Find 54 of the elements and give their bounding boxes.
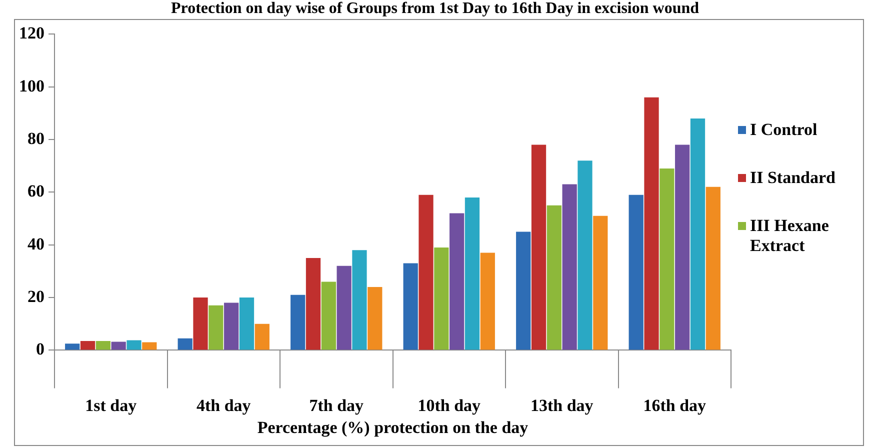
x-tick-label: 1st day	[85, 396, 138, 415]
bar	[290, 294, 306, 350]
bar	[178, 338, 192, 350]
y-tick-label: 20	[28, 286, 44, 306]
bar	[403, 263, 418, 350]
y-tick-label: 120	[19, 24, 44, 43]
bar	[368, 287, 382, 350]
x-tick-label: 10th day	[418, 396, 482, 415]
bar	[306, 258, 321, 350]
bar	[224, 302, 239, 350]
bar	[675, 144, 690, 350]
bar	[562, 184, 577, 350]
bar	[126, 340, 142, 350]
bar	[480, 252, 495, 350]
bar	[65, 344, 80, 350]
bar	[80, 340, 96, 350]
x-tick-label: 7th day	[309, 396, 364, 415]
x-tick-label: 16th day	[643, 396, 707, 415]
legend-label: I Control	[750, 120, 818, 140]
y-tick-label: 80	[28, 128, 44, 148]
x-tick-label: 13th day	[530, 396, 594, 415]
bar	[418, 194, 434, 350]
bar	[464, 197, 480, 350]
bar	[321, 282, 336, 350]
bar	[628, 194, 644, 350]
bar	[690, 118, 706, 350]
bar	[516, 232, 531, 350]
bar	[142, 342, 157, 350]
bar	[434, 248, 449, 350]
bar	[254, 324, 270, 350]
x-axis-title: Percentage (%) protection on the day	[257, 418, 529, 438]
x-tick-label: 4th day	[196, 396, 252, 415]
bar	[96, 340, 110, 350]
bar	[546, 205, 562, 350]
chart-title: Protection on day wise of Groups from 1st Day to 16th Day in excision wound	[170, 0, 700, 18]
legend-label: III Hexane Extract	[750, 216, 830, 256]
bar	[531, 144, 546, 350]
bar	[193, 298, 208, 350]
y-tick-label: 60	[28, 182, 44, 201]
y-tick-label: 100	[19, 76, 44, 96]
bar	[352, 250, 367, 350]
bar	[578, 160, 592, 350]
bar	[706, 186, 720, 350]
legend-label: II Standard	[750, 168, 836, 188]
bar	[450, 213, 464, 350]
bar	[208, 305, 224, 350]
bar	[239, 298, 254, 350]
bar	[593, 216, 608, 350]
y-tick-label: 0	[36, 340, 44, 359]
bar	[111, 342, 126, 350]
bar	[644, 97, 659, 350]
bar	[660, 168, 674, 350]
y-tick-label: 40	[28, 234, 44, 254]
bar	[336, 266, 352, 350]
